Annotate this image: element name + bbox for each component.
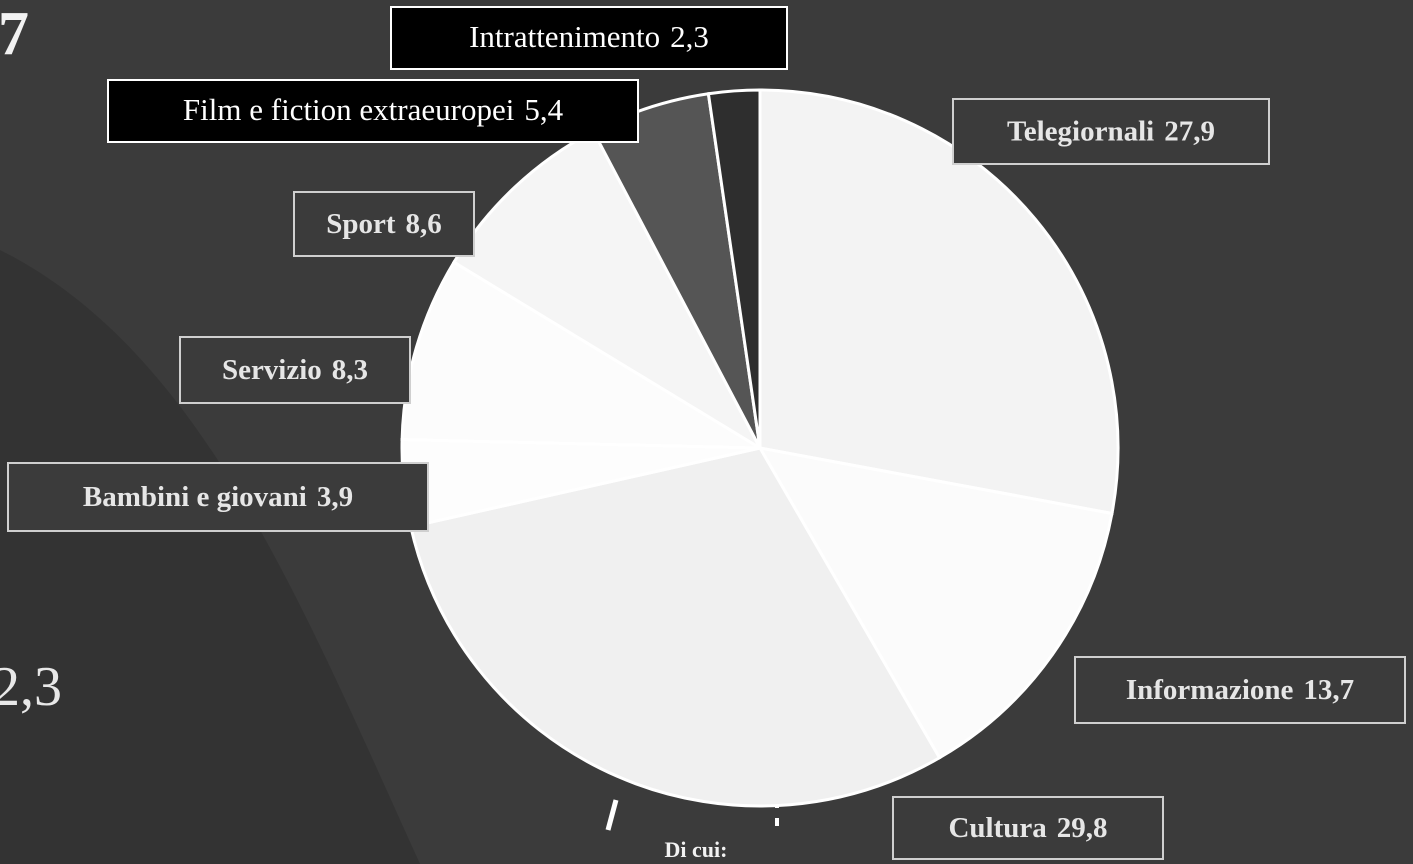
annotation: Di cui: xyxy=(665,837,728,862)
annotation: 7 xyxy=(0,0,29,68)
slice-label: Telegiornali 27,9 xyxy=(1007,115,1215,147)
label-box xyxy=(293,191,475,257)
value-label: 8,6 xyxy=(406,208,442,240)
category-label: Telegiornali xyxy=(1007,115,1154,147)
label-box xyxy=(892,796,1164,860)
pie-slice xyxy=(400,260,766,450)
pie-slice xyxy=(758,88,1120,516)
slice-label: Intrattenimento 2,3 xyxy=(469,19,709,54)
category-label: Sport xyxy=(326,208,396,240)
category-label: Intrattenimento xyxy=(469,19,660,54)
slice-label: Sport 8,6 xyxy=(326,208,442,240)
label-box xyxy=(179,336,411,404)
label-box xyxy=(390,6,788,70)
background-shade xyxy=(0,250,420,864)
connector xyxy=(605,799,619,831)
label-box xyxy=(1074,656,1406,724)
pie-slice xyxy=(706,88,762,449)
annotation: 2,3 xyxy=(0,656,62,718)
value-label: 5,4 xyxy=(524,92,563,127)
slice-label: Informazione 13,7 xyxy=(1126,674,1354,706)
label-box xyxy=(107,79,639,143)
slice-label: Servizio 8,3 xyxy=(222,354,368,386)
pie-slice xyxy=(408,446,942,808)
value-label: 2,3 xyxy=(670,19,709,54)
slice-label: Cultura 29,8 xyxy=(948,812,1107,844)
category-label: Film e fiction extraeuropei xyxy=(183,92,515,127)
category-label: Servizio xyxy=(222,354,322,386)
category-label: Cultura xyxy=(948,812,1047,844)
category-label: Bambini e giovani xyxy=(83,481,307,513)
value-label: 3,9 xyxy=(317,481,353,513)
value-label: 29,8 xyxy=(1057,812,1108,844)
category-label: Informazione xyxy=(1126,674,1294,706)
label-box xyxy=(952,98,1270,165)
value-label: 13,7 xyxy=(1303,674,1354,706)
slice-label: Bambini e giovani 3,9 xyxy=(83,481,353,513)
value-label: 8,3 xyxy=(332,354,368,386)
label-box xyxy=(7,462,429,532)
value-label: 27,9 xyxy=(1164,115,1215,147)
slice-label: Film e fiction extraeuropei 5,4 xyxy=(183,92,564,127)
pie-slice xyxy=(757,445,1114,760)
